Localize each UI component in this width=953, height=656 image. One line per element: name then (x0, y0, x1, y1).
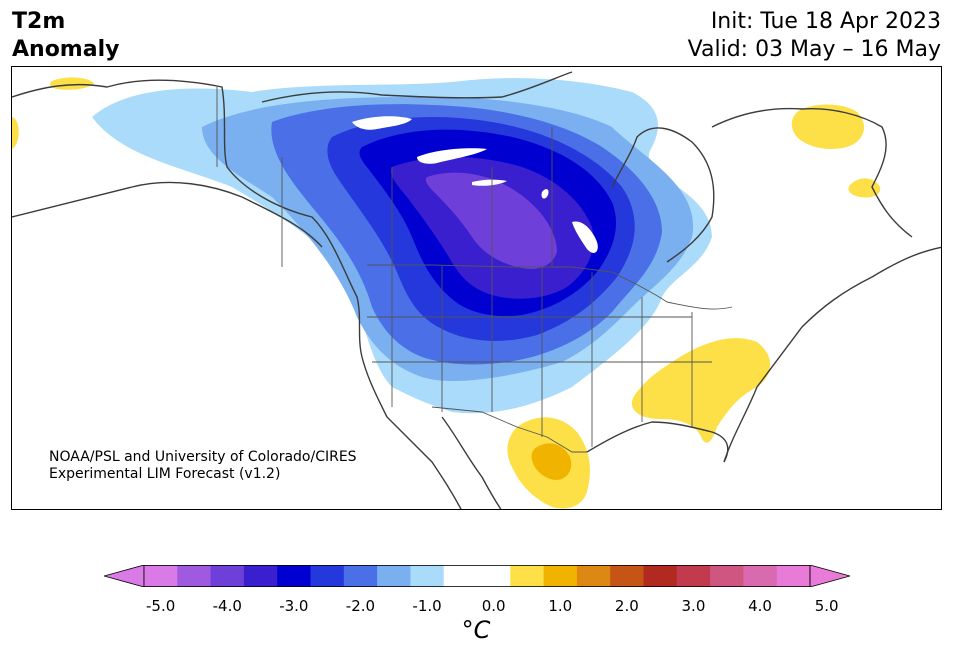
coastline-hudson (611, 127, 715, 263)
colorbar-segment (576, 565, 611, 587)
credit-line-2: Experimental LIM Forecast (v1.2) (49, 466, 281, 482)
data-credit: NOAA/PSL and University of Colorado/CIRE… (49, 449, 357, 483)
colorbar-tick-label: 5.0 (814, 597, 839, 615)
colorbar-segment (177, 565, 212, 587)
coastline-atlantic (723, 246, 941, 463)
colorbar-tick-label: 3.0 (681, 597, 706, 615)
colorbar-tick-label: -2.0 (345, 597, 376, 615)
contour-warm-west-edge (12, 117, 19, 149)
contour-warm-southeast (631, 338, 771, 443)
colorbar-segment (510, 565, 545, 587)
coastline-alaska (12, 79, 363, 358)
colorbar-segment (610, 565, 644, 587)
lake-athabasca (472, 179, 507, 186)
colorbar-tick-label: 0.0 (481, 597, 506, 615)
coastline-pacific (361, 356, 462, 509)
colorbar-tick-label: 4.0 (748, 597, 772, 615)
init-date-label: Init: Tue 18 Apr 2023 (710, 9, 941, 34)
colorbar-segment (343, 565, 378, 587)
colorbar-segment (710, 565, 744, 587)
colorbar-segment (676, 565, 711, 587)
coastline-labrador (711, 107, 913, 238)
colorbar-segment (243, 565, 278, 587)
map-canvas (12, 71, 941, 509)
colorbar-segment (543, 565, 578, 587)
colorbar-extend-right (809, 565, 850, 587)
lake-great-slave (417, 148, 487, 164)
title-line-1: T2m (12, 9, 66, 34)
colorbar-segment (310, 565, 345, 587)
colorbar-segment (410, 565, 445, 587)
map-title: T2m Anomaly (12, 8, 119, 64)
coastline-gulf (586, 421, 729, 463)
colorbar-tick-label: -3.0 (279, 597, 309, 615)
colorbar-tick-label: -5.0 (146, 597, 176, 615)
political-borders (216, 87, 733, 453)
colorbar-segment (743, 565, 778, 587)
colorbar-segment (210, 565, 245, 587)
coastline-arctic (261, 71, 573, 103)
colorbar-unit: °C (461, 616, 491, 644)
border-us-canada (367, 264, 733, 310)
contour-warm-alaska (49, 77, 94, 90)
lake-winnipeg (572, 221, 598, 253)
contour-minus-3-5 (425, 172, 557, 269)
border-us-mexico (431, 406, 587, 453)
coastline-baja (441, 416, 502, 509)
lakes (352, 116, 598, 253)
colorbar-segment (477, 565, 511, 587)
colorbar-segment (776, 565, 811, 587)
colorbar-tick-label: -4.0 (212, 597, 242, 615)
colorbar-tick-label: 1.0 (548, 597, 573, 615)
colorbar-tick-label: 2.0 (614, 597, 639, 615)
colorbar-outline (143, 565, 811, 587)
anomaly-contours (12, 77, 881, 509)
colorbar-segment (144, 565, 178, 587)
colorbar-segment (377, 565, 411, 587)
title-line-2: Anomaly (12, 37, 120, 62)
colorbar-tick-label: -1.0 (412, 597, 442, 615)
anomaly-map: NOAA/PSL and University of Colorado/CIRE… (11, 66, 942, 510)
lake-great-bear (352, 116, 412, 130)
contour-warm-labrador-2 (848, 178, 881, 198)
colorbar-segment (643, 565, 678, 587)
contour-warm-mexico-core (531, 443, 572, 480)
colorbar-segment (277, 565, 311, 587)
lake-small (541, 189, 549, 199)
forecast-dates: Init: Tue 18 Apr 2023 Valid: 03 May – 16… (688, 8, 941, 64)
colorbar-segment (443, 565, 478, 587)
contour-warm-labrador (791, 104, 865, 149)
valid-date-label: Valid: 03 May – 16 May (687, 37, 941, 62)
colorbar (104, 565, 850, 587)
colorbar-extend-left (104, 565, 145, 587)
credit-line-1: NOAA/PSL and University of Colorado/CIRE… (49, 449, 357, 465)
